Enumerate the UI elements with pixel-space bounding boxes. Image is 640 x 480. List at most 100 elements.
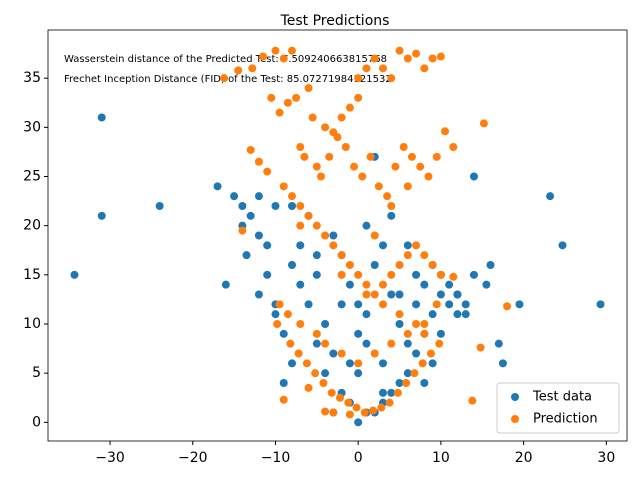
data-point xyxy=(319,378,328,387)
data-point xyxy=(70,270,79,279)
data-point xyxy=(403,241,412,250)
data-point xyxy=(259,52,268,61)
data-point xyxy=(362,280,371,289)
data-point xyxy=(246,145,255,154)
data-point xyxy=(296,319,305,328)
data-point xyxy=(441,127,450,136)
data-point xyxy=(267,93,276,102)
data-point xyxy=(354,93,363,102)
x-tick-label: 20 xyxy=(515,450,533,466)
data-point xyxy=(312,329,321,338)
x-tick-label: −10 xyxy=(261,450,291,466)
data-point xyxy=(279,395,288,404)
data-point xyxy=(412,349,421,358)
data-point xyxy=(420,329,429,338)
data-point xyxy=(432,152,441,161)
data-point xyxy=(275,300,284,309)
data-point xyxy=(461,300,470,309)
data-point xyxy=(479,119,488,128)
data-point xyxy=(213,182,222,191)
data-point xyxy=(387,388,396,397)
data-point xyxy=(321,369,330,378)
data-point xyxy=(432,300,441,309)
data-point xyxy=(416,162,425,171)
data-point xyxy=(254,290,263,299)
data-point xyxy=(312,221,321,230)
data-point xyxy=(288,260,297,269)
plot-frame xyxy=(47,29,628,442)
data-point xyxy=(345,359,354,368)
data-point xyxy=(469,172,478,181)
data-point xyxy=(420,378,429,387)
data-point xyxy=(304,211,313,220)
data-point xyxy=(296,241,305,250)
data-point xyxy=(453,310,462,319)
data-point xyxy=(387,211,396,220)
data-point xyxy=(97,211,106,220)
data-point xyxy=(294,349,303,358)
data-point xyxy=(420,319,429,328)
y-tick-label: 35 xyxy=(23,70,41,86)
data-point xyxy=(341,143,350,152)
data-point xyxy=(288,192,297,201)
data-point xyxy=(329,349,338,358)
data-point xyxy=(279,54,288,63)
y-tick-label: 5 xyxy=(32,365,41,381)
data-point xyxy=(420,64,429,73)
data-point xyxy=(302,359,311,368)
data-point xyxy=(546,192,555,201)
data-point xyxy=(234,66,243,75)
data-point xyxy=(469,270,478,279)
data-point xyxy=(482,280,491,289)
data-point xyxy=(288,46,297,55)
legend xyxy=(496,382,620,434)
data-point xyxy=(254,157,263,166)
data-point xyxy=(395,260,404,269)
data-point xyxy=(378,388,387,397)
data-point xyxy=(428,260,437,269)
data-point xyxy=(403,339,412,348)
data-point xyxy=(321,319,330,328)
y-tick-label: 10 xyxy=(23,316,41,332)
data-point xyxy=(337,270,346,279)
data-point xyxy=(337,300,346,309)
data-point xyxy=(254,192,263,201)
data-point xyxy=(321,123,330,132)
data-point xyxy=(97,113,106,122)
data-point xyxy=(426,349,435,358)
data-point xyxy=(420,251,429,260)
data-point xyxy=(345,260,354,269)
data-point xyxy=(321,231,330,240)
data-point xyxy=(273,319,282,328)
data-point xyxy=(238,202,247,211)
y-tick-label: 20 xyxy=(23,218,41,234)
data-point xyxy=(242,251,251,260)
y-tick-label: 25 xyxy=(23,169,41,185)
data-point xyxy=(378,241,387,250)
data-point xyxy=(395,290,404,299)
data-point xyxy=(370,54,379,63)
data-point xyxy=(337,251,346,260)
data-point xyxy=(362,290,371,299)
data-point xyxy=(494,339,503,348)
data-point xyxy=(378,280,387,289)
data-point xyxy=(308,113,317,122)
data-point xyxy=(304,383,313,392)
data-point xyxy=(387,74,396,83)
data-point xyxy=(350,162,359,171)
data-point xyxy=(436,290,445,299)
data-point xyxy=(296,143,305,152)
data-point xyxy=(271,46,280,55)
data-point xyxy=(486,260,495,269)
data-point xyxy=(296,280,305,289)
data-point xyxy=(596,300,605,309)
data-point xyxy=(420,280,429,289)
data-point xyxy=(395,319,404,328)
data-point xyxy=(354,369,363,378)
data-point xyxy=(476,343,485,352)
x-tick-label: −20 xyxy=(178,450,208,466)
data-point xyxy=(300,152,309,161)
data-point xyxy=(378,300,387,309)
legend-marker xyxy=(511,393,519,401)
